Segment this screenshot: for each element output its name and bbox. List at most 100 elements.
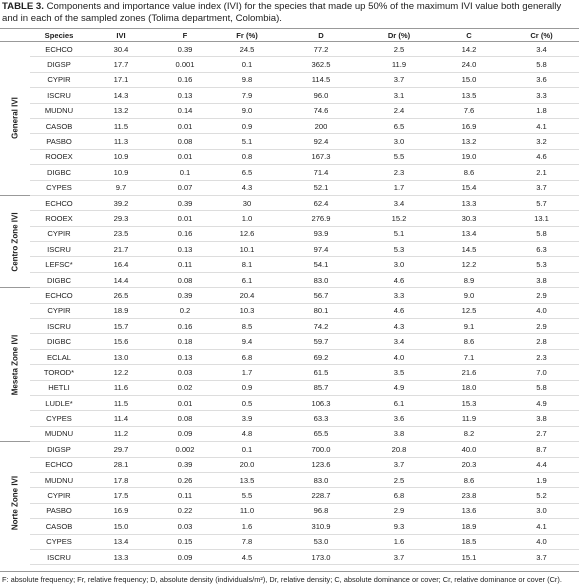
- table-cell: 15.0: [434, 72, 504, 89]
- table-cell: 21.6: [434, 364, 504, 381]
- table-cell: 83.0: [278, 272, 364, 289]
- table-cell: PASBO: [30, 133, 88, 150]
- table-cell: 11.3: [88, 133, 154, 150]
- group-cell: Centro Zone IVI: [0, 194, 30, 288]
- table-cell: 39.2: [88, 194, 154, 212]
- table-cell: 4.6: [364, 303, 434, 320]
- table-cell: 0.16: [154, 72, 216, 89]
- table-cell: ISCRU: [30, 549, 88, 566]
- table-cell: ISCRU: [30, 241, 88, 258]
- table-cell: 5.3: [504, 256, 579, 273]
- table-cell: 0.39: [154, 287, 216, 304]
- table-cell: 0.9: [216, 118, 278, 135]
- table-cell: 1.0: [216, 210, 278, 227]
- table-cell: 0.39: [154, 40, 216, 58]
- table-cell: 40.0: [434, 441, 504, 458]
- table-cell: 3.0: [364, 256, 434, 273]
- table-cell: 3.7: [504, 549, 579, 566]
- table-cell: 20.3: [434, 457, 504, 473]
- table-cell: 0.39: [154, 194, 216, 212]
- table-row: LEFSC* 16.4 0.11 8.1 54.1 3.0 12.2 5.3: [0, 256, 579, 273]
- table-cell: 26.5: [88, 287, 154, 304]
- table-cell: 30: [216, 194, 278, 212]
- table-row: ISCRU 15.7 0.16 8.5 74.2 4.3 9.1 2.9: [0, 318, 579, 335]
- table-row: DIGBC 10.9 0.1 6.5 71.4 2.3 8.6 2.1: [0, 164, 579, 181]
- table-cell: 16.4: [88, 256, 154, 273]
- table-cell: 0.11: [154, 487, 216, 504]
- table-cell: 93.9: [278, 226, 364, 243]
- table-cell: 0.01: [154, 210, 216, 227]
- table-cell: 61.5: [278, 364, 364, 381]
- table-cell: 13.6: [434, 503, 504, 520]
- table-cell: 15.6: [88, 333, 154, 350]
- table-cell: 3.4: [364, 333, 434, 350]
- table-cell: 8.6: [434, 472, 504, 489]
- table-cell: 83.0: [278, 472, 364, 489]
- table-cell: ECHCO: [30, 287, 88, 304]
- table-cell: 4.6: [364, 272, 434, 289]
- table-cell: 0.02: [154, 380, 216, 396]
- table-cell: 24.0: [434, 56, 504, 73]
- caption-text: Components and importance value index (I…: [2, 1, 562, 24]
- table-cell: 3.2: [504, 133, 579, 150]
- table-cell: CASOB: [30, 518, 88, 535]
- table-cell: 18.9: [88, 303, 154, 320]
- table-cell: 19.0: [434, 149, 504, 166]
- table-cell: 1.9: [504, 472, 579, 489]
- table-cell: 74.6: [278, 103, 364, 119]
- table-cell: 0.13: [154, 349, 216, 366]
- table-cell: 11.5: [88, 395, 154, 412]
- table-cell: 6.5: [216, 164, 278, 181]
- caption: TABLE 3. Components and importance value…: [0, 0, 579, 28]
- table-cell: 53.0: [278, 534, 364, 550]
- table-cell: TOROD*: [30, 364, 88, 381]
- table-cell: 85.7: [278, 380, 364, 396]
- table-cell: 3.5: [364, 364, 434, 381]
- table-cell: 97.4: [278, 241, 364, 258]
- table-cell: 7.9: [216, 87, 278, 104]
- table-cell: 15.0: [88, 518, 154, 535]
- table-cell: ISCRU: [30, 87, 88, 104]
- table-row: CYPIR 23.5 0.16 12.6 93.9 5.1 13.4 5.8: [0, 226, 579, 243]
- table-cell: 11.4: [88, 410, 154, 427]
- table-cell: 8.6: [434, 164, 504, 181]
- table-cell: 96.8: [278, 503, 364, 520]
- table-cell: MUDNU: [30, 426, 88, 443]
- table-cell: 0.03: [154, 518, 216, 535]
- table-cell: HETLI: [30, 380, 88, 396]
- table-cell: 0.15: [154, 534, 216, 550]
- table-cell: 0.01: [154, 118, 216, 135]
- table-cell: CYPES: [30, 410, 88, 427]
- table-cell: 21.7: [88, 241, 154, 258]
- table-cell: 3.3: [504, 87, 579, 104]
- table-cell: 3.8: [504, 410, 579, 427]
- table-row: PASBO 11.3 0.08 5.1 92.4 3.0 13.2 3.2: [0, 133, 579, 150]
- table-cell: 5.7: [504, 194, 579, 212]
- table-cell: 3.8: [364, 426, 434, 443]
- table-cell: 11.5: [88, 118, 154, 135]
- table-cell: 4.6: [504, 149, 579, 166]
- table-cell: 13.3: [434, 194, 504, 212]
- table-cell: DIGSP: [30, 56, 88, 73]
- table-cell: ECHCO: [30, 457, 88, 473]
- table-cell: 2.3: [504, 349, 579, 366]
- table-cell: 30.3: [434, 210, 504, 227]
- table-cell: DIGBC: [30, 272, 88, 289]
- table-cell: 0.8: [216, 149, 278, 166]
- table-cell: 18.9: [434, 518, 504, 535]
- table-cell: 0.001: [154, 56, 216, 73]
- table-cell: 11.6: [88, 380, 154, 396]
- group-cell: Meseta Zone IVI: [0, 287, 30, 442]
- table-cell: 0.11: [154, 256, 216, 273]
- table-row: ECHCO 28.1 0.39 20.0 123.6 3.7 20.3 4.4: [0, 457, 579, 473]
- table-cell: 16.9: [434, 118, 504, 135]
- table-cell: ECHCO: [30, 40, 88, 58]
- table-cell: LEFSC*: [30, 256, 88, 273]
- table-cell: 5.8: [504, 226, 579, 243]
- table-cell: 0.16: [154, 318, 216, 335]
- header-cell: C: [434, 28, 504, 42]
- table-cell: 13.0: [88, 349, 154, 366]
- table-cell: 3.3: [364, 287, 434, 304]
- table-cell: 0.2: [154, 303, 216, 320]
